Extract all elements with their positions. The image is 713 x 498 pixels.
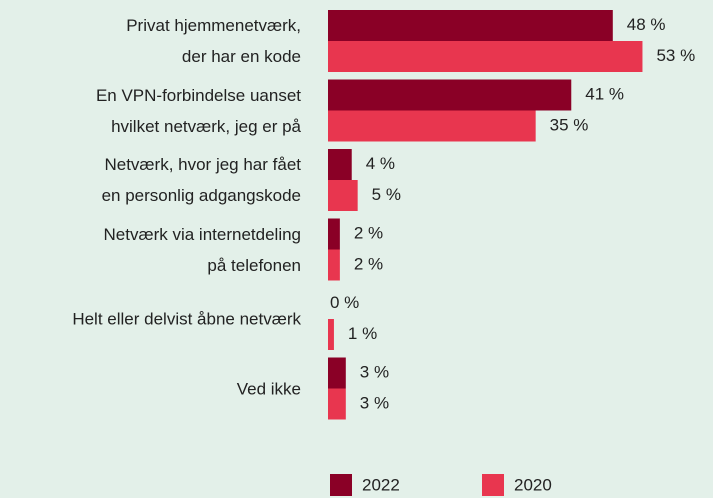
- value-label: 35 %: [550, 115, 589, 134]
- value-label: 0 %: [330, 293, 359, 312]
- bar: [328, 79, 572, 111]
- category-label: En VPN-forbindelse uanset hvilket netvær…: [95, 85, 301, 136]
- category-label: Netværk, hvor jeg har fået en personlig …: [101, 155, 301, 205]
- category-label: Ved ikke: [236, 379, 301, 398]
- legend-label: 2020: [514, 475, 552, 494]
- bar: [328, 149, 352, 180]
- category-label: Helt eller delvist åbne netværk: [72, 309, 301, 329]
- value-label: 2 %: [354, 223, 383, 242]
- bar: [328, 180, 358, 211]
- bar: [328, 218, 340, 250]
- bar: [328, 357, 346, 389]
- value-label: 3 %: [360, 362, 389, 381]
- value-label: 3 %: [360, 393, 389, 412]
- bar: [328, 388, 346, 420]
- value-label: 1 %: [348, 324, 377, 343]
- bar: [328, 110, 536, 142]
- bar: [328, 10, 613, 41]
- value-label: 41 %: [585, 84, 624, 103]
- value-label: 2 %: [354, 254, 383, 273]
- legend-swatch: [482, 474, 504, 496]
- category-label: Privat hjemmenetværk, der har en kode: [126, 16, 301, 66]
- bar: [328, 249, 340, 281]
- value-label: 5 %: [372, 185, 401, 204]
- legend-label: 2022: [362, 475, 400, 494]
- value-label: 4 %: [366, 154, 395, 173]
- value-label: 48 %: [627, 15, 666, 34]
- category-label: Netværk via internetdeling på telefonen: [103, 224, 301, 275]
- legend-swatch: [330, 474, 352, 496]
- bar: [328, 319, 334, 350]
- bar: [328, 41, 643, 72]
- value-label: 53 %: [656, 46, 695, 65]
